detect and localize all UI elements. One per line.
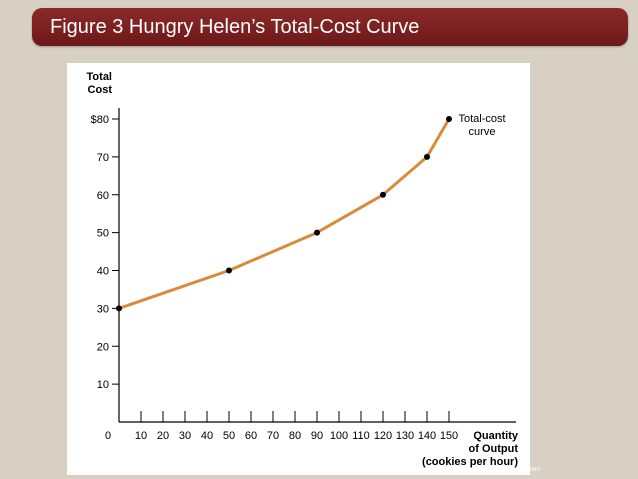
y-tick-label: $80: [91, 114, 109, 126]
x-tick-label: 80: [289, 430, 301, 442]
y-tick-label: 20: [97, 341, 109, 353]
copyright-notice: Copyright © 2004 South-Western: [452, 467, 541, 473]
data-point: [424, 153, 430, 160]
x-tick-label: 60: [245, 430, 257, 442]
x-tick-label: 150: [440, 430, 458, 442]
y-axis-title: Total: [87, 71, 112, 83]
data-point: [380, 191, 386, 198]
x-tick-label: 50: [223, 430, 235, 442]
y-tick-label: 70: [97, 152, 109, 164]
y-axis-title: Cost: [88, 84, 113, 96]
data-point: [446, 116, 452, 122]
data-point: [314, 229, 320, 236]
x-tick-label: 120: [374, 430, 392, 442]
curve-annotation: Total-cost: [458, 113, 505, 125]
slide-title: Figure 3 Hungry Helen’s Total-Cost Curve: [32, 8, 628, 46]
data-point: [116, 305, 122, 312]
origin-label: 0: [105, 430, 111, 442]
data-point: [226, 267, 232, 274]
total-cost-line: [117, 117, 451, 310]
x-tick-label: 20: [157, 430, 169, 442]
y-tick-label: 40: [97, 266, 109, 278]
x-tick-label: 140: [418, 430, 436, 442]
y-tick-label: 10: [97, 379, 109, 391]
x-tick-label: 10: [135, 430, 147, 442]
y-tick-label: 50: [97, 228, 109, 240]
x-tick-label: 30: [179, 430, 191, 442]
x-tick-label: 130: [396, 430, 414, 442]
y-tick-label: 30: [97, 303, 109, 315]
curve-annotation: curve: [469, 126, 496, 138]
x-tick-label: 110: [352, 430, 370, 442]
x-tick-label: 90: [311, 430, 323, 442]
x-tick-label: 100: [330, 430, 348, 442]
x-axis-title: Quantity: [473, 430, 518, 442]
x-tick-label: 40: [201, 430, 213, 442]
x-axis-title: of Output: [469, 443, 519, 455]
x-tick-label: 70: [267, 430, 279, 442]
chart-paper: [67, 63, 530, 475]
x-axis-title: (cookies per hour): [422, 456, 518, 468]
y-tick-label: 60: [97, 190, 109, 202]
